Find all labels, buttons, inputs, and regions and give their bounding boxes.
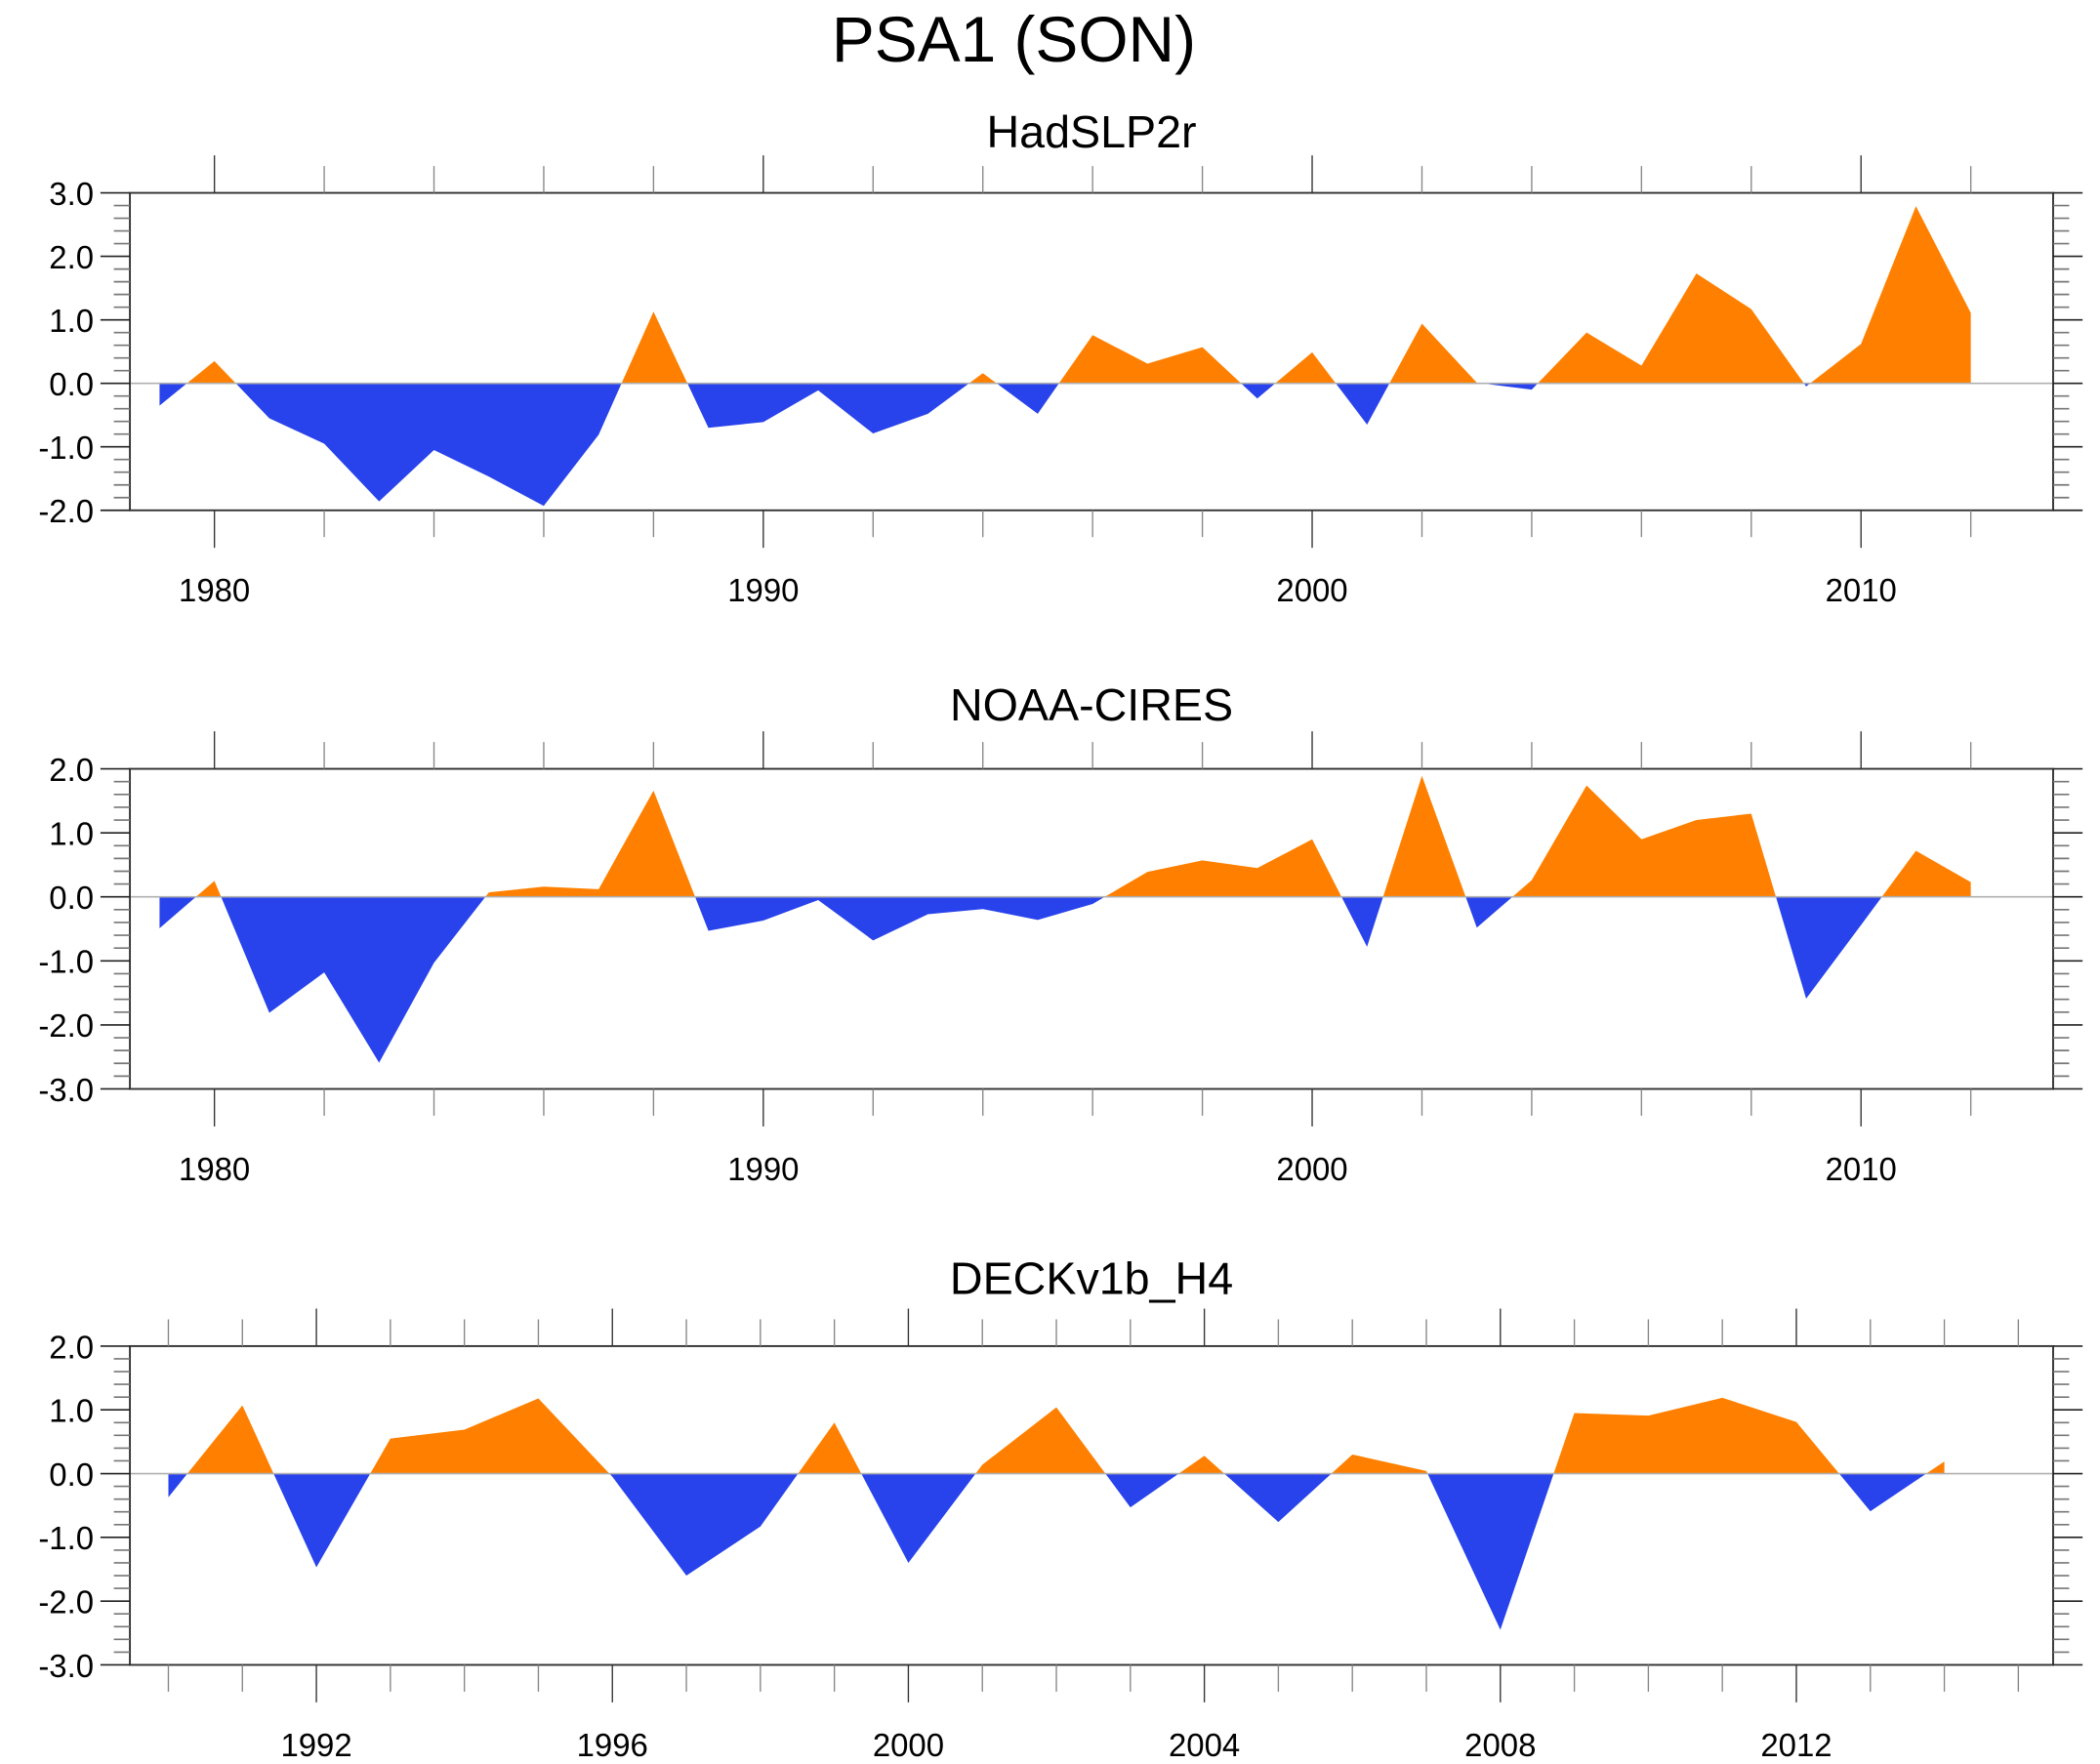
y-tick-label: -2.0 [38, 1007, 94, 1044]
positive-area [159, 206, 1971, 384]
y-tick-label: 0.0 [49, 880, 94, 916]
panel-title: NOAA-CIRES [950, 679, 1233, 730]
x-tick-label: 2000 [1276, 1151, 1347, 1187]
x-tick-label: 2004 [1169, 1727, 1240, 1763]
y-tick-label: -3.0 [38, 1072, 94, 1108]
panel-title: DECKv1b_H4 [950, 1252, 1233, 1303]
x-tick-label: 1980 [179, 572, 250, 608]
x-tick-label: 1990 [727, 572, 799, 608]
plot-frame [129, 1344, 2054, 1666]
panel-noaa-cires: NOAA-CIRES 2.0 1.0 0.0 -1.0 -2.0 -3.0 1980 1990… [38, 679, 2083, 1187]
y-tick-label: -1.0 [38, 1520, 94, 1556]
x-tick-label: 2012 [1760, 1727, 1832, 1763]
y-tick-label: -1.0 [38, 944, 94, 980]
x-tick-label: 2008 [1464, 1727, 1536, 1763]
panel-hadslp2r: HadSLP2r 3.0 2.0 1.0 0.0 -1.0 -2.0 1980 1990 200… [38, 106, 2083, 608]
y-tick-label: 2.0 [49, 752, 94, 788]
negative-area [159, 383, 1971, 507]
positive-area [168, 1397, 1945, 1474]
positive-area [159, 775, 1971, 897]
x-tick-label: 2010 [1826, 572, 1897, 608]
y-tick-label: 0.0 [49, 366, 94, 402]
y-tick-label: 0.0 [49, 1456, 94, 1493]
x-tick-label: 2000 [1276, 572, 1347, 608]
y-tick-label: 1.0 [49, 303, 94, 339]
panel-title: HadSLP2r [986, 106, 1196, 157]
x-tick-label: 1990 [727, 1151, 799, 1187]
panel-deckv1b-h4: DECKv1b_H4 2.0 1.0 0.0 -1.0 -2.0 -3.0 1992 1996… [38, 1252, 2083, 1763]
plot-frame [129, 767, 2054, 1090]
figure-title: PSA1 (SON) [832, 3, 1196, 75]
y-tick-label: 3.0 [49, 176, 94, 212]
x-tick-label: 2000 [873, 1727, 944, 1763]
y-tick-label: -2.0 [38, 1584, 94, 1620]
y-tick-label: -3.0 [38, 1648, 94, 1684]
x-tick-label: 1996 [577, 1727, 648, 1763]
y-tick-label: -2.0 [38, 493, 94, 529]
x-tick-label: 2010 [1826, 1151, 1897, 1187]
x-tick-label: 1980 [179, 1151, 250, 1187]
plot-frame [129, 191, 2054, 512]
y-tick-label: 1.0 [49, 1393, 94, 1429]
y-tick-label: 2.0 [49, 239, 94, 275]
y-tick-label: 1.0 [49, 815, 94, 851]
negative-area [168, 1473, 1945, 1630]
x-tick-label: 1992 [280, 1727, 351, 1763]
y-tick-label: 2.0 [49, 1329, 94, 1365]
negative-area [159, 896, 1971, 1063]
y-tick-label: -1.0 [38, 430, 94, 466]
